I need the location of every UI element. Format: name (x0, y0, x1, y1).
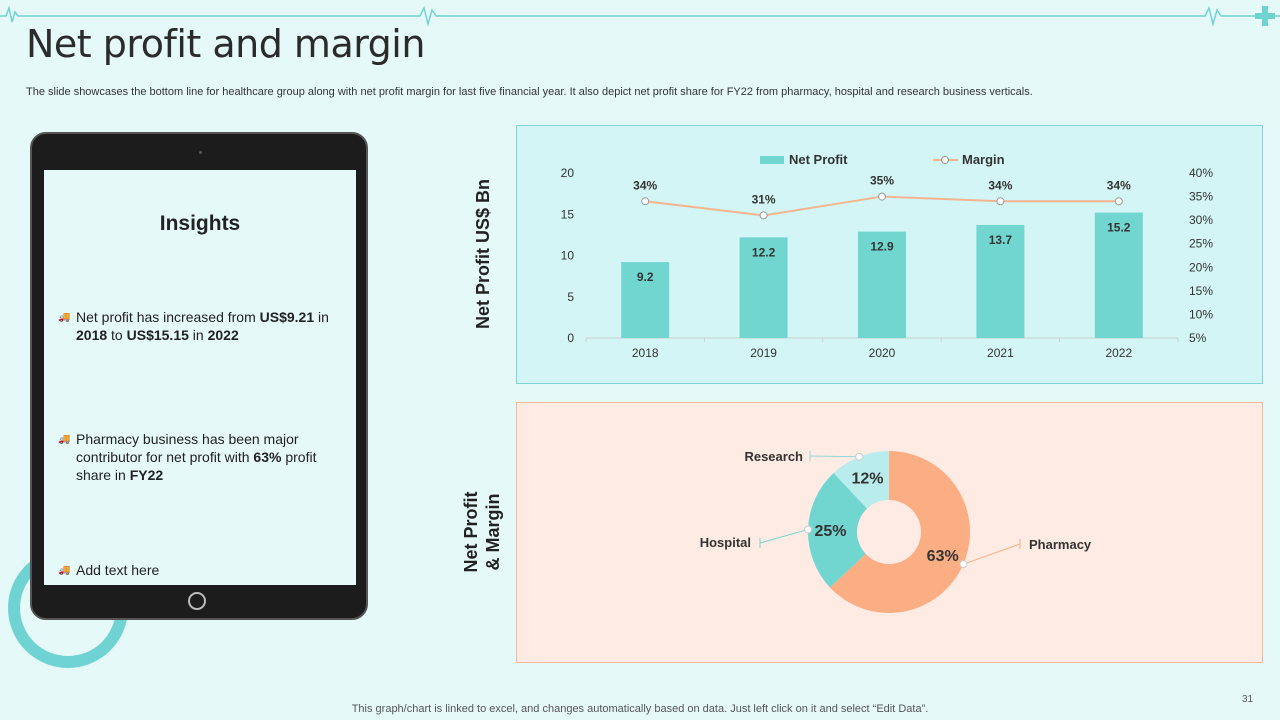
margin-data-label: 34% (988, 178, 1012, 192)
margin-data-label: 34% (1107, 178, 1131, 192)
x-tick-label: 2018 (632, 346, 659, 360)
margin-data-label: 35% (870, 174, 894, 188)
insight-bold-text: 2018 (76, 327, 108, 343)
margin-data-label: 31% (752, 192, 776, 206)
insight-bullet: 🚚 Pharmacy business has been major contr… (58, 430, 343, 484)
callout-line (963, 543, 1021, 565)
insight-bullet: 🚚 Add text here (58, 561, 343, 579)
legend-marker-margin (941, 156, 949, 164)
legend-label-net-profit: Net Profit (789, 152, 848, 167)
insight-text-run: in (188, 327, 208, 343)
donut-category-label: Research (744, 449, 803, 464)
insight-text-run: Net profit has increased from (76, 309, 260, 325)
margin-point (759, 211, 768, 220)
bar (858, 231, 906, 338)
insight-bold-text: FY22 (129, 467, 164, 483)
y-right-tick-label: 20% (1189, 260, 1213, 274)
truck-icon: 🚚 (58, 565, 71, 576)
y-left-tick-label: 5 (567, 290, 574, 304)
insight-text: Net profit has increased from US$9.21 in… (58, 308, 343, 344)
y-right-tick-label: 30% (1189, 213, 1213, 227)
y-right-tick-label: 15% (1189, 284, 1213, 298)
donut-slice-pharmacy (829, 451, 970, 613)
insight-text-run: to (107, 327, 127, 343)
page-number: 31 (1242, 694, 1254, 705)
y-right-tick-label: 10% (1189, 307, 1213, 321)
y-left-tick-label: 0 (567, 331, 574, 345)
bar (621, 262, 670, 338)
insights-title: Insights (159, 212, 241, 235)
y-right-tick-label: 35% (1189, 190, 1213, 204)
margin-point (641, 197, 650, 206)
y-left-tick-label: 15 (561, 207, 575, 221)
insight-text-run: Pharmacy business has been major contrib… (76, 431, 299, 465)
truck-icon: 🚚 (58, 312, 71, 323)
donut-percent-label: 25% (815, 523, 847, 540)
camera-icon (199, 151, 202, 154)
bar (739, 237, 788, 338)
donut-slice-hospital (808, 472, 868, 588)
y-left-tick-label: 10 (561, 249, 575, 263)
callout-dot (855, 452, 864, 461)
insight-bold-text: 2022 (207, 327, 239, 343)
page-title: Net profit and margin (26, 22, 425, 66)
page-subtitle: The slide showcases the bottom line for … (26, 86, 1033, 98)
bar-data-label: 15.2 (1107, 221, 1131, 235)
insight-bold-text: US$15.15 (126, 327, 189, 343)
x-tick-label: 2019 (750, 346, 777, 360)
y-left-tick-label: 20 (561, 166, 575, 180)
insight-bold-text: 63% (253, 449, 282, 465)
callout-dot (959, 560, 968, 569)
donut-slice-research (833, 451, 889, 509)
bar-data-label: 12.2 (752, 245, 776, 259)
margin-point (1114, 197, 1123, 206)
insight-text-run: in (314, 309, 329, 325)
top-heartbeat-line (0, 5, 1280, 27)
callout-dot (804, 525, 813, 534)
donut-category-label: Hospital (700, 535, 751, 550)
insight-bullet: 🚚 Net profit has increased from US$9.21 … (58, 308, 343, 344)
y-right-tick-label: 25% (1189, 237, 1213, 251)
x-tick-label: 2022 (1105, 346, 1132, 360)
insight-bold-text: US$9.21 (259, 309, 315, 325)
footer-note: This graph/chart is linked to excel, and… (351, 703, 929, 715)
margin-point (878, 192, 886, 201)
bar (1094, 212, 1143, 338)
home-button (188, 592, 206, 610)
callout-line (759, 528, 809, 544)
donut-percent-label: 12% (851, 471, 883, 488)
legend-label-margin: Margin (962, 152, 1005, 167)
bar-data-label: 12.9 (870, 240, 894, 254)
margin-data-label: 34% (633, 178, 657, 192)
bar-data-label: 9.2 (637, 270, 654, 284)
y-right-tick-label: 5% (1189, 331, 1207, 345)
tablet-frame: Insights 🚚 Net profit has increased from… (30, 132, 368, 620)
bar (976, 224, 1025, 338)
insights-screen: Insights 🚚 Net profit has increased from… (44, 170, 356, 585)
insight-text: Pharmacy business has been major contrib… (58, 430, 343, 484)
x-tick-label: 2020 (869, 346, 896, 360)
callout-line (809, 455, 860, 458)
y-right-tick-label: 40% (1189, 166, 1213, 180)
truck-icon: 🚚 (58, 434, 71, 445)
donut-category-label: Pharmacy (1029, 537, 1092, 552)
x-tick-label: 2021 (987, 346, 1014, 360)
legend-swatch-net-profit (760, 156, 784, 164)
bar-data-label: 13.7 (989, 233, 1013, 247)
insight-text-run: profit share in (76, 449, 317, 483)
insight-text-run: Add text here (76, 562, 160, 578)
donut-percent-label: 63% (927, 548, 959, 565)
donut-chart-panel[interactable] (516, 402, 1263, 663)
margin-point (996, 197, 1005, 206)
insight-text: Add text here (58, 561, 343, 579)
